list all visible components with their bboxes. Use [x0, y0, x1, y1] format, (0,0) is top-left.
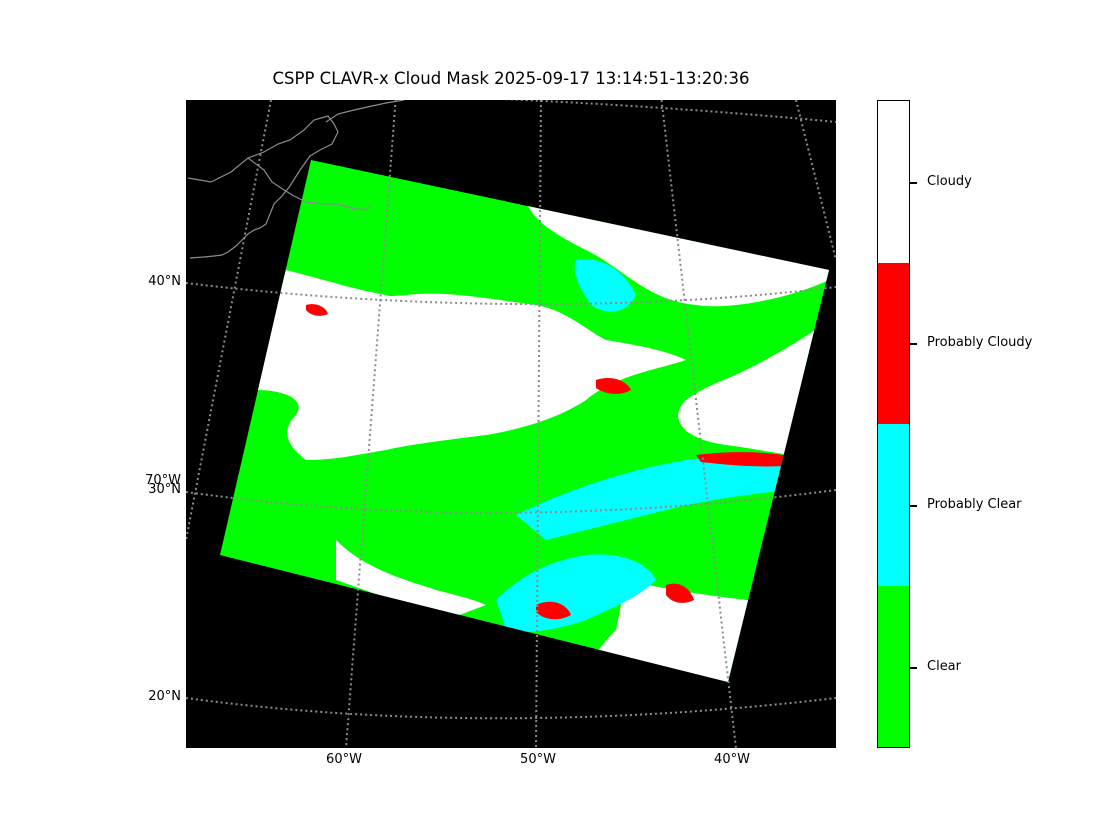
colorbar-tick-clear [910, 667, 917, 669]
coastline [187, 100, 405, 259]
colorbar-label-clear: Clear [927, 659, 961, 674]
colorbar-tick-cloudy [910, 182, 917, 184]
colorbar [877, 100, 910, 748]
coastline-bay-of-fundy [247, 157, 371, 211]
lon-label-60w: 60°W [326, 752, 362, 767]
cloudy-region-northeast [526, 200, 829, 307]
parallel-20n [186, 697, 836, 720]
probably-clear-region-north [574, 259, 636, 312]
lat-label-30n: 30°N [148, 482, 181, 497]
colorbar-tick-probably-clear [910, 505, 917, 507]
colorbar-segment-clear [878, 585, 909, 747]
map-title: CSPP CLAVR-x Cloud Mask 2025-09-17 13:14… [272, 69, 750, 88]
parallel-40n [186, 282, 836, 306]
probably-cloudy-band-east [696, 452, 796, 467]
probably-clear-band-east [516, 457, 786, 540]
lon-label-40w: 40°W [714, 752, 750, 767]
meridian-60w [345, 100, 397, 748]
colorbar-label-probably-cloudy: Probably Cloudy [927, 335, 1033, 350]
probably-clear-region-south [496, 554, 656, 632]
probably-cloudy-patch-northwest [306, 304, 328, 316]
lat-label-40n: 40°N [148, 274, 181, 289]
colorbar-label-cloudy: Cloudy [927, 174, 972, 189]
colorbar-segment-probably-clear [878, 424, 909, 586]
coastline-nova-scotia [187, 115, 339, 259]
coastline-cape-breton [325, 100, 405, 123]
colorbar-segment-probably-cloudy [878, 262, 909, 424]
meridian-50w [535, 100, 542, 748]
parallel-30n [186, 489, 836, 514]
probably-cloudy-patch-south [536, 601, 571, 620]
cloud-mask-map [186, 100, 836, 748]
lon-label-50w: 50°W [520, 752, 556, 767]
probably-cloudy-patch-southeast [666, 583, 694, 603]
graticule [186, 100, 836, 748]
cloudy-region-southwest [336, 540, 486, 620]
probably-cloudy-patch-north [596, 378, 631, 394]
colorbar-label-probably-clear: Probably Clear [927, 497, 1022, 512]
colorbar-segment-cloudy [878, 101, 909, 263]
cloudy-band-central [246, 293, 686, 460]
lat-label-20n: 20°N [148, 689, 181, 704]
colorbar-tick-probably-cloudy [910, 343, 917, 345]
lon-edge-label-70w: 70°W [145, 473, 181, 488]
